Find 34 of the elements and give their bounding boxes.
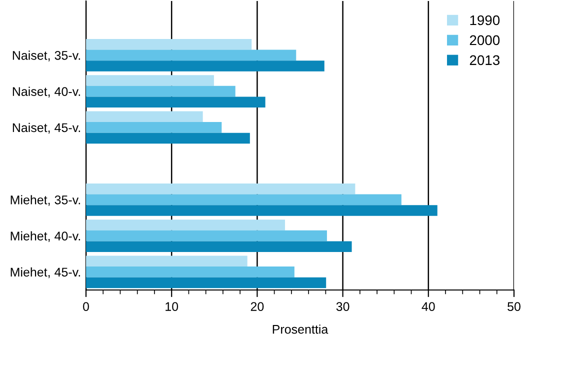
y-tick-label: Naiset, 35-v. bbox=[12, 50, 80, 62]
legend-label: 2013 bbox=[470, 55, 500, 66]
y-tick-label: Miehet, 35-v. bbox=[10, 195, 80, 206]
bar bbox=[86, 277, 326, 288]
x-tick-label: 50 bbox=[508, 302, 520, 311]
x-axis-title: Prosenttia bbox=[272, 324, 328, 334]
bar bbox=[86, 96, 266, 108]
bar bbox=[86, 205, 438, 216]
legend-label: 1990 bbox=[470, 15, 500, 26]
bar bbox=[86, 266, 294, 278]
bar bbox=[86, 86, 236, 97]
x-tick-label: 20 bbox=[250, 302, 264, 311]
legend-label: 2000 bbox=[470, 35, 500, 46]
bar bbox=[86, 122, 222, 133]
x-tick-label: 30 bbox=[336, 302, 350, 311]
bar bbox=[86, 194, 402, 206]
bar bbox=[86, 111, 203, 122]
y-tick-label: Miehet, 40-v. bbox=[10, 231, 80, 242]
bar bbox=[86, 230, 327, 242]
x-tick-label: 40 bbox=[422, 302, 435, 311]
bar bbox=[86, 132, 250, 144]
y-tick-label: Naiset, 40-v. bbox=[12, 86, 80, 98]
bar bbox=[86, 75, 214, 86]
bar bbox=[86, 256, 248, 267]
bar bbox=[86, 50, 296, 61]
x-tick-label: 0 bbox=[83, 302, 89, 311]
bar bbox=[86, 241, 352, 252]
x-tick-label: 10 bbox=[166, 302, 178, 311]
bar bbox=[86, 60, 324, 72]
bar bbox=[86, 220, 286, 230]
bar bbox=[86, 183, 356, 194]
y-tick-label: Miehet, 45-v. bbox=[10, 267, 80, 278]
bar bbox=[86, 38, 252, 50]
y-tick-label: Naiset, 45-v. bbox=[12, 122, 80, 134]
